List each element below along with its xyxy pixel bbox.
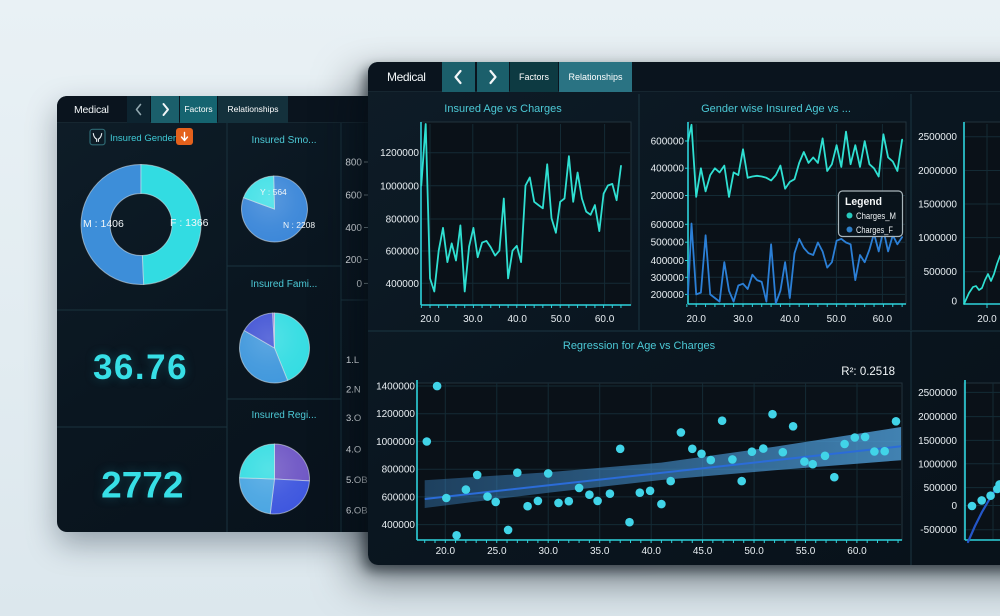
svg-text:0: 0 — [356, 279, 362, 290]
svg-text:Y : 564: Y : 564 — [260, 187, 287, 197]
svg-text:20.0: 20.0 — [420, 314, 440, 325]
svg-text:2500000: 2500000 — [918, 132, 957, 143]
svg-text:600000: 600000 — [651, 137, 685, 148]
svg-text:35.0: 35.0 — [590, 546, 610, 557]
svg-text:Gender wise Insured Age vs ...: Gender wise Insured Age vs ... — [701, 103, 851, 115]
svg-text:600000: 600000 — [386, 247, 420, 258]
svg-text:Charges_M: Charges_M — [856, 211, 896, 221]
svg-text:3.O: 3.O — [346, 413, 361, 424]
svg-text:2000000: 2000000 — [918, 412, 957, 423]
svg-text:Insured Fami...: Insured Fami... — [251, 279, 318, 290]
svg-text:Charges_F: Charges_F — [856, 225, 893, 235]
svg-text:6.OB: 6.OB — [346, 506, 368, 517]
svg-text:Insured Regi...: Insured Regi... — [251, 410, 316, 421]
svg-text:50.0: 50.0 — [827, 314, 847, 325]
svg-text:1000000: 1000000 — [918, 459, 957, 470]
svg-text:500000: 500000 — [924, 483, 958, 494]
svg-text:1500000: 1500000 — [918, 200, 957, 211]
svg-text:25.0: 25.0 — [487, 546, 507, 557]
svg-text:200: 200 — [345, 255, 362, 266]
svg-text:F : 1366: F : 1366 — [170, 217, 209, 229]
svg-text:30.0: 30.0 — [463, 314, 483, 325]
svg-text:1400000: 1400000 — [376, 382, 415, 393]
svg-text:20.0: 20.0 — [977, 314, 997, 325]
svg-text:Insured Gender: Insured Gender — [110, 133, 176, 144]
svg-text:500000: 500000 — [924, 267, 958, 278]
svg-text:300000: 300000 — [651, 273, 685, 284]
svg-text:60.0: 60.0 — [595, 314, 615, 325]
svg-text:1000000: 1000000 — [918, 233, 957, 244]
svg-text:50.0: 50.0 — [551, 314, 571, 325]
svg-text:30.0: 30.0 — [538, 546, 558, 557]
svg-text:800: 800 — [345, 158, 362, 169]
svg-text:Insured Age vs Charges: Insured Age vs Charges — [444, 103, 562, 115]
svg-text:1500000: 1500000 — [918, 436, 957, 447]
svg-text:200000: 200000 — [651, 191, 685, 202]
svg-text:40.0: 40.0 — [780, 314, 800, 325]
svg-text:40.0: 40.0 — [641, 546, 661, 557]
svg-text:2000000: 2000000 — [918, 166, 957, 177]
svg-text:4.O: 4.O — [346, 444, 361, 455]
svg-text:400000: 400000 — [386, 279, 420, 290]
svg-text:60.0: 60.0 — [873, 314, 893, 325]
svg-text:400000: 400000 — [651, 256, 685, 267]
svg-text:800000: 800000 — [386, 215, 420, 226]
svg-text:1200000: 1200000 — [380, 148, 419, 159]
svg-text:400000: 400000 — [382, 520, 416, 531]
svg-text:800000: 800000 — [382, 465, 416, 476]
svg-text:500000: 500000 — [651, 238, 685, 249]
svg-text:1200000: 1200000 — [376, 409, 415, 420]
svg-text:Legend: Legend — [845, 196, 882, 208]
svg-text:40.0: 40.0 — [507, 314, 527, 325]
svg-text:M : 1406: M : 1406 — [83, 218, 124, 230]
svg-text:600000: 600000 — [651, 220, 685, 231]
svg-text:36.76: 36.76 — [93, 348, 188, 387]
svg-text:0: 0 — [951, 297, 957, 308]
svg-text:N : 2208: N : 2208 — [283, 220, 315, 230]
svg-text:50.0: 50.0 — [744, 546, 764, 557]
svg-text:1000000: 1000000 — [380, 181, 419, 192]
svg-text:2.N: 2.N — [346, 384, 361, 395]
svg-text:200000: 200000 — [651, 290, 685, 301]
svg-text:2772: 2772 — [101, 465, 183, 506]
svg-text:Insured Smo...: Insured Smo... — [251, 135, 316, 146]
svg-text:-500000: -500000 — [920, 525, 957, 536]
svg-text:20.0: 20.0 — [686, 314, 706, 325]
svg-text:R²: 0.2518: R²: 0.2518 — [841, 366, 895, 378]
svg-text:60.0: 60.0 — [847, 546, 867, 557]
svg-text:20.0: 20.0 — [436, 546, 456, 557]
svg-text:400000: 400000 — [651, 164, 685, 175]
svg-text:5.OB: 5.OB — [346, 475, 368, 486]
svg-text:55.0: 55.0 — [796, 546, 816, 557]
svg-text:30.0: 30.0 — [733, 314, 753, 325]
svg-text:45.0: 45.0 — [693, 546, 713, 557]
svg-text:600000: 600000 — [382, 492, 416, 503]
svg-text:Regression for Age vs Charges: Regression for Age vs Charges — [563, 340, 716, 352]
svg-text:600: 600 — [345, 191, 362, 202]
svg-text:1.L: 1.L — [346, 355, 359, 366]
svg-text:1000000: 1000000 — [376, 437, 415, 448]
svg-text:400: 400 — [345, 223, 362, 234]
svg-text:2500000: 2500000 — [918, 388, 957, 399]
svg-text:0: 0 — [951, 501, 957, 512]
